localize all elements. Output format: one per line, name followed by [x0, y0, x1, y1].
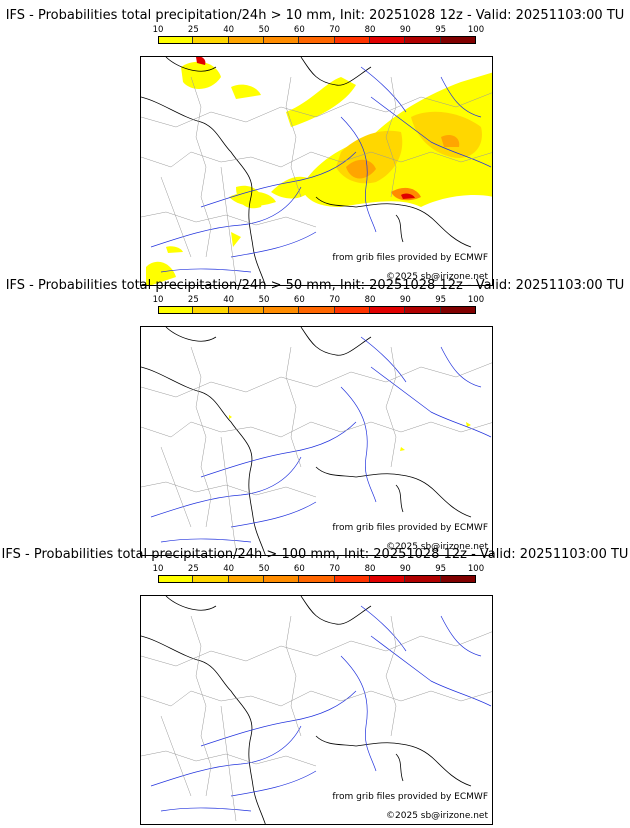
- map-area: from grib files provided by ECMWF ©2025 …: [140, 56, 493, 286]
- panel-title: IFS - Probabilities total precipitation/…: [1, 547, 629, 562]
- colorbar-swatch: [264, 306, 300, 314]
- colorbar-tick-label: 50: [258, 295, 270, 305]
- colorbar-swatch: [228, 306, 264, 314]
- colorbar: 10 25 40 50 60 70 80 90 95 100: [153, 564, 484, 589]
- colorbar-frame: [158, 575, 476, 583]
- colorbar-tick-label: 100: [467, 564, 485, 574]
- precip-overlay: [229, 415, 471, 451]
- map-svg: [141, 327, 492, 555]
- colorbar-tick-label: 95: [435, 564, 447, 574]
- colorbar-tick-label: 10: [152, 25, 164, 35]
- colorbar-tick-label: 25: [187, 564, 199, 574]
- colorbar-swatch: [228, 36, 264, 44]
- colorbar-tick-label: 90: [399, 295, 411, 305]
- colorbar-tick-label: 80: [364, 564, 376, 574]
- rivers: [150, 66, 492, 273]
- colorbar-tick-label: 100: [467, 25, 485, 35]
- colorbar-swatch: [158, 306, 194, 314]
- colorbar-swatch: [193, 306, 229, 314]
- rivers: [150, 336, 492, 543]
- map-panel-10mm: IFS - Probabilities total precipitation/…: [0, 8, 630, 286]
- colorbar-tick-label: 40: [223, 295, 235, 305]
- colorbar-frame: [158, 36, 476, 44]
- colorbar-swatch: [334, 575, 370, 583]
- colorbar-swatch: [193, 36, 229, 44]
- map-area: from grib files provided by ECMWF ©2025 …: [140, 595, 493, 825]
- map-svg: [141, 596, 492, 824]
- admin-borders: [141, 346, 492, 553]
- colorbar-tick-label: 100: [467, 295, 485, 305]
- colorbar-swatch: [193, 575, 229, 583]
- colorbar-swatch: [264, 575, 300, 583]
- colorbar-tick-label: 60: [293, 295, 305, 305]
- colorbar-tick-label: 95: [435, 295, 447, 305]
- colorbar-swatch: [228, 575, 264, 583]
- colorbar: 10 25 40 50 60 70 80 90 95 100: [153, 295, 484, 320]
- coastlines: [141, 596, 472, 824]
- coastlines: [141, 327, 472, 555]
- colorbar-tick-label: 50: [258, 564, 270, 574]
- copyright-credit: ©2025 sb@irizone.net: [386, 272, 488, 282]
- colorbar-swatch: [405, 306, 441, 314]
- admin-borders: [141, 615, 492, 822]
- colorbar-swatch: [158, 36, 194, 44]
- precip-overlay: [146, 57, 492, 285]
- map-svg: [141, 57, 492, 285]
- colorbar-tick-label: 10: [152, 564, 164, 574]
- copyright-credit: ©2025 sb@irizone.net: [386, 811, 488, 821]
- map-panel-100mm: IFS - Probabilities total precipitation/…: [0, 547, 630, 825]
- colorbar-tick-label: 50: [258, 25, 270, 35]
- colorbar-tick-label: 60: [293, 564, 305, 574]
- panel-title: IFS - Probabilities total precipitation/…: [5, 278, 625, 293]
- colorbar-swatch: [334, 36, 370, 44]
- panel-title: IFS - Probabilities total precipitation/…: [5, 8, 625, 23]
- colorbar-tick-label: 10: [152, 295, 164, 305]
- colorbar-swatch: [264, 36, 300, 44]
- colorbar-tick-label: 80: [364, 25, 376, 35]
- colorbar-tick-label: 70: [329, 564, 341, 574]
- colorbar-swatch: [334, 306, 370, 314]
- colorbar-tick-label: 25: [187, 295, 199, 305]
- source-credit: from grib files provided by ECMWF: [332, 523, 488, 533]
- source-credit: from grib files provided by ECMWF: [332, 253, 488, 263]
- colorbar-tick-label: 40: [223, 25, 235, 35]
- colorbar-tick-label: 95: [435, 25, 447, 35]
- colorbar-swatch: [370, 36, 406, 44]
- rivers: [150, 605, 492, 812]
- colorbar-tick-label: 90: [399, 564, 411, 574]
- colorbar-frame: [158, 306, 476, 314]
- colorbar-tick-label: 60: [293, 25, 305, 35]
- colorbar-tick-label: 40: [223, 564, 235, 574]
- colorbar-tick-label: 70: [329, 25, 341, 35]
- colorbar-swatch: [299, 306, 335, 314]
- colorbar-swatch: [370, 575, 406, 583]
- colorbar-swatch: [158, 575, 194, 583]
- coastlines: [141, 57, 472, 285]
- colorbar-swatch: [299, 575, 335, 583]
- colorbar: 10 25 40 50 60 70 80 90 95 100: [153, 25, 484, 50]
- colorbar-tick-label: 80: [364, 295, 376, 305]
- colorbar-swatch: [405, 575, 441, 583]
- colorbar-tick-label: 90: [399, 25, 411, 35]
- colorbar-tick-label: 70: [329, 295, 341, 305]
- source-credit: from grib files provided by ECMWF: [332, 792, 488, 802]
- map-area: from grib files provided by ECMWF ©2025 …: [140, 326, 493, 556]
- colorbar-swatch: [299, 36, 335, 44]
- colorbar-tick-label: 25: [187, 25, 199, 35]
- admin-borders: [141, 76, 492, 283]
- copyright-credit: ©2025 sb@irizone.net: [386, 542, 488, 552]
- colorbar-swatch: [370, 306, 406, 314]
- map-panel-50mm: IFS - Probabilities total precipitation/…: [0, 278, 630, 556]
- colorbar-swatch: [405, 36, 441, 44]
